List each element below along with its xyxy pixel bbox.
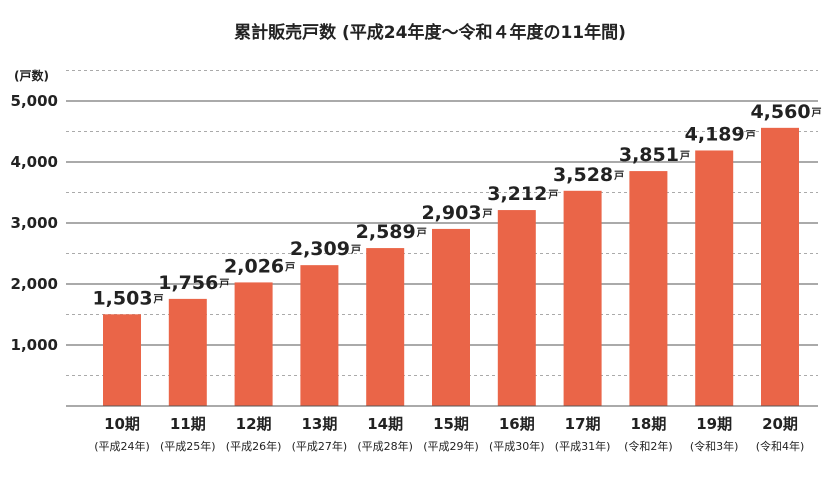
x-subcategory-label: (令和3年)	[690, 439, 739, 453]
x-category-label: 15期	[433, 415, 469, 433]
x-category-label: 17期	[565, 415, 601, 433]
x-category-label: 11期	[170, 415, 206, 433]
data-label: 3,528戸	[553, 164, 624, 186]
data-label: 2,026戸	[224, 255, 295, 277]
data-label: 1,756戸	[158, 272, 229, 294]
chart-title: 累計販売戸数 (平成24年度～令和４年度の11年間)	[234, 22, 626, 43]
x-category-label: 13期	[301, 415, 337, 433]
bar	[168, 298, 207, 406]
data-label: 1,503戸	[92, 287, 163, 309]
data-label: 2,309戸	[290, 238, 361, 260]
x-subcategory-label: (平成31年)	[555, 439, 611, 453]
x-category-label: 10期	[104, 415, 140, 433]
data-label: 2,903戸	[421, 202, 492, 224]
x-category-label: 12期	[236, 415, 272, 433]
y-tick-label: 4,000	[11, 153, 58, 171]
x-axis-labels: 10期 (平成24年) 11期 (平成25年) 12期 (平成26年) 13期 (平成27年)…	[94, 415, 804, 453]
y-tick-label: 1,000	[11, 336, 58, 354]
data-label: 4,560戸	[750, 101, 821, 123]
x-category-label: 18期	[630, 415, 666, 433]
data-label: 3,212戸	[487, 183, 558, 205]
y-axis-ticks: 1,000 2,000 3,000 4,000 5,000	[11, 92, 58, 354]
bar	[761, 127, 799, 406]
data-label: 3,851戸	[619, 144, 690, 166]
x-subcategory-label: (平成28年)	[357, 439, 413, 453]
y-tick-label: 2,000	[11, 275, 58, 293]
x-subcategory-label: (平成24年)	[94, 439, 150, 453]
bar	[103, 314, 141, 406]
x-category-label: 19期	[696, 415, 732, 433]
x-subcategory-label: (平成30年)	[489, 439, 545, 453]
data-labels: 1,503戸1,756戸2,026戸2,309戸2,589戸2,903戸3,21…	[92, 101, 821, 309]
x-subcategory-label: (平成25年)	[160, 439, 216, 453]
bar	[629, 171, 668, 406]
x-category-label: 20期	[762, 415, 798, 433]
y-tick-label: 3,000	[11, 214, 58, 232]
x-category-label: 14期	[367, 415, 403, 433]
data-label: 4,189戸	[685, 123, 756, 145]
x-subcategory-label: (平成26年)	[226, 439, 282, 453]
bar	[432, 228, 470, 406]
bar	[497, 210, 536, 406]
x-subcategory-label: (令和4年)	[756, 439, 805, 453]
bar	[300, 265, 339, 406]
data-label: 2,589戸	[356, 221, 427, 243]
x-category-label: 16期	[499, 415, 535, 433]
bar	[695, 150, 734, 406]
bar	[234, 282, 273, 406]
y-axis-unit-label: (戸数)	[14, 68, 49, 83]
y-tick-label: 5,000	[11, 92, 58, 110]
bars	[103, 127, 799, 406]
x-subcategory-label: (平成27年)	[292, 439, 348, 453]
x-subcategory-label: (令和2年)	[624, 439, 673, 453]
bar	[563, 190, 602, 406]
x-subcategory-label: (平成29年)	[423, 439, 479, 453]
bar	[366, 248, 405, 406]
